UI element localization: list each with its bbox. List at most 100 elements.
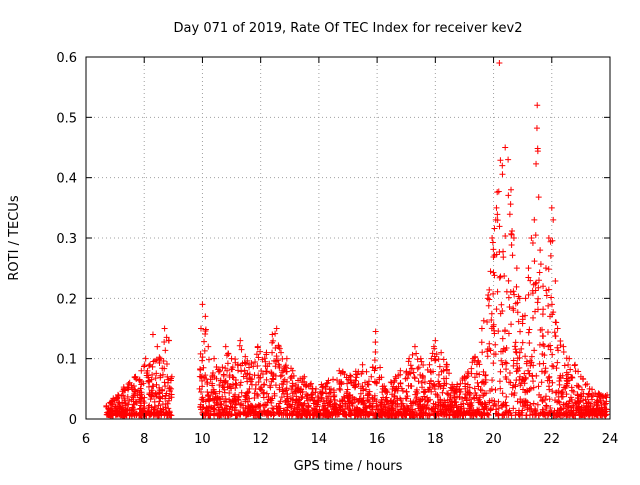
data-point — [486, 340, 493, 347]
data-point — [567, 366, 574, 373]
data-point — [511, 291, 518, 298]
data-point — [138, 389, 145, 396]
data-point — [318, 395, 325, 402]
data-point — [124, 383, 131, 390]
data-point — [427, 396, 434, 403]
data-point — [285, 398, 292, 405]
data-point — [505, 294, 512, 301]
data-point — [360, 395, 367, 402]
x-tick-label: 20 — [485, 432, 502, 447]
data-point — [199, 394, 206, 401]
data-point — [496, 60, 503, 67]
data-point — [350, 378, 357, 385]
data-point — [540, 341, 547, 348]
data-point — [355, 380, 362, 387]
data-point — [548, 294, 555, 301]
data-point — [516, 364, 523, 371]
data-point — [149, 331, 156, 338]
data-point — [551, 407, 558, 414]
data-point — [478, 412, 485, 419]
data-point — [501, 273, 508, 280]
data-point — [232, 380, 239, 387]
data-point — [263, 368, 270, 375]
data-point — [279, 388, 286, 395]
data-point — [474, 379, 481, 386]
data-point — [331, 401, 338, 408]
data-point — [201, 347, 208, 354]
data-point — [391, 387, 398, 394]
x-tick-label: 24 — [602, 432, 619, 447]
data-point — [496, 223, 503, 230]
data-point — [517, 328, 524, 335]
data-point — [115, 391, 122, 398]
data-point — [522, 374, 529, 381]
data-point — [436, 363, 443, 370]
data-point — [508, 231, 515, 238]
data-point — [549, 351, 556, 358]
data-point — [154, 343, 161, 350]
data-point — [569, 402, 576, 409]
data-point — [480, 368, 487, 375]
data-point — [601, 401, 608, 408]
data-point — [545, 374, 552, 381]
data-point — [197, 350, 204, 357]
data-point — [540, 283, 547, 290]
data-point — [142, 355, 149, 362]
data-point — [244, 411, 251, 418]
data-point — [198, 388, 205, 395]
data-point — [348, 400, 355, 407]
data-point — [519, 407, 526, 414]
data-point — [502, 144, 509, 151]
data-point — [395, 409, 402, 416]
data-point — [443, 363, 450, 370]
data-point — [555, 347, 562, 354]
data-point — [492, 386, 499, 393]
data-point — [505, 156, 512, 163]
data-point — [513, 265, 520, 272]
data-point — [470, 394, 477, 401]
data-point — [489, 235, 496, 241]
data-point — [261, 381, 268, 388]
data-point — [162, 404, 169, 411]
data-point — [251, 395, 258, 402]
data-point — [435, 383, 442, 390]
data-point — [284, 391, 291, 398]
data-point — [308, 391, 315, 398]
data-point — [369, 364, 376, 371]
data-point — [140, 363, 147, 370]
data-point — [344, 386, 351, 393]
data-point — [204, 388, 211, 395]
data-point — [594, 402, 601, 409]
data-point — [561, 410, 568, 417]
data-point — [436, 380, 443, 387]
data-point — [116, 400, 123, 407]
data-point — [538, 379, 545, 386]
data-point — [506, 211, 513, 218]
data-point — [277, 398, 284, 405]
data-point — [407, 370, 414, 377]
data-point — [592, 410, 599, 417]
data-point — [487, 406, 494, 413]
data-point — [565, 371, 572, 378]
data-point — [330, 393, 337, 400]
data-point — [417, 355, 424, 362]
data-point — [563, 355, 570, 362]
data-point — [597, 411, 604, 418]
data-point — [494, 217, 501, 224]
data-point — [389, 399, 396, 406]
data-point — [315, 397, 322, 404]
data-point — [109, 408, 116, 415]
data-point — [138, 381, 145, 388]
data-point — [551, 329, 558, 336]
data-point — [326, 390, 333, 397]
data-point — [429, 350, 436, 357]
data-point — [385, 411, 392, 418]
data-point — [347, 373, 354, 380]
data-point — [270, 337, 277, 344]
data-point — [584, 393, 591, 400]
data-point — [522, 295, 529, 302]
data-point — [461, 375, 468, 382]
data-point — [490, 402, 497, 409]
data-point — [531, 258, 538, 265]
data-point — [197, 325, 204, 332]
